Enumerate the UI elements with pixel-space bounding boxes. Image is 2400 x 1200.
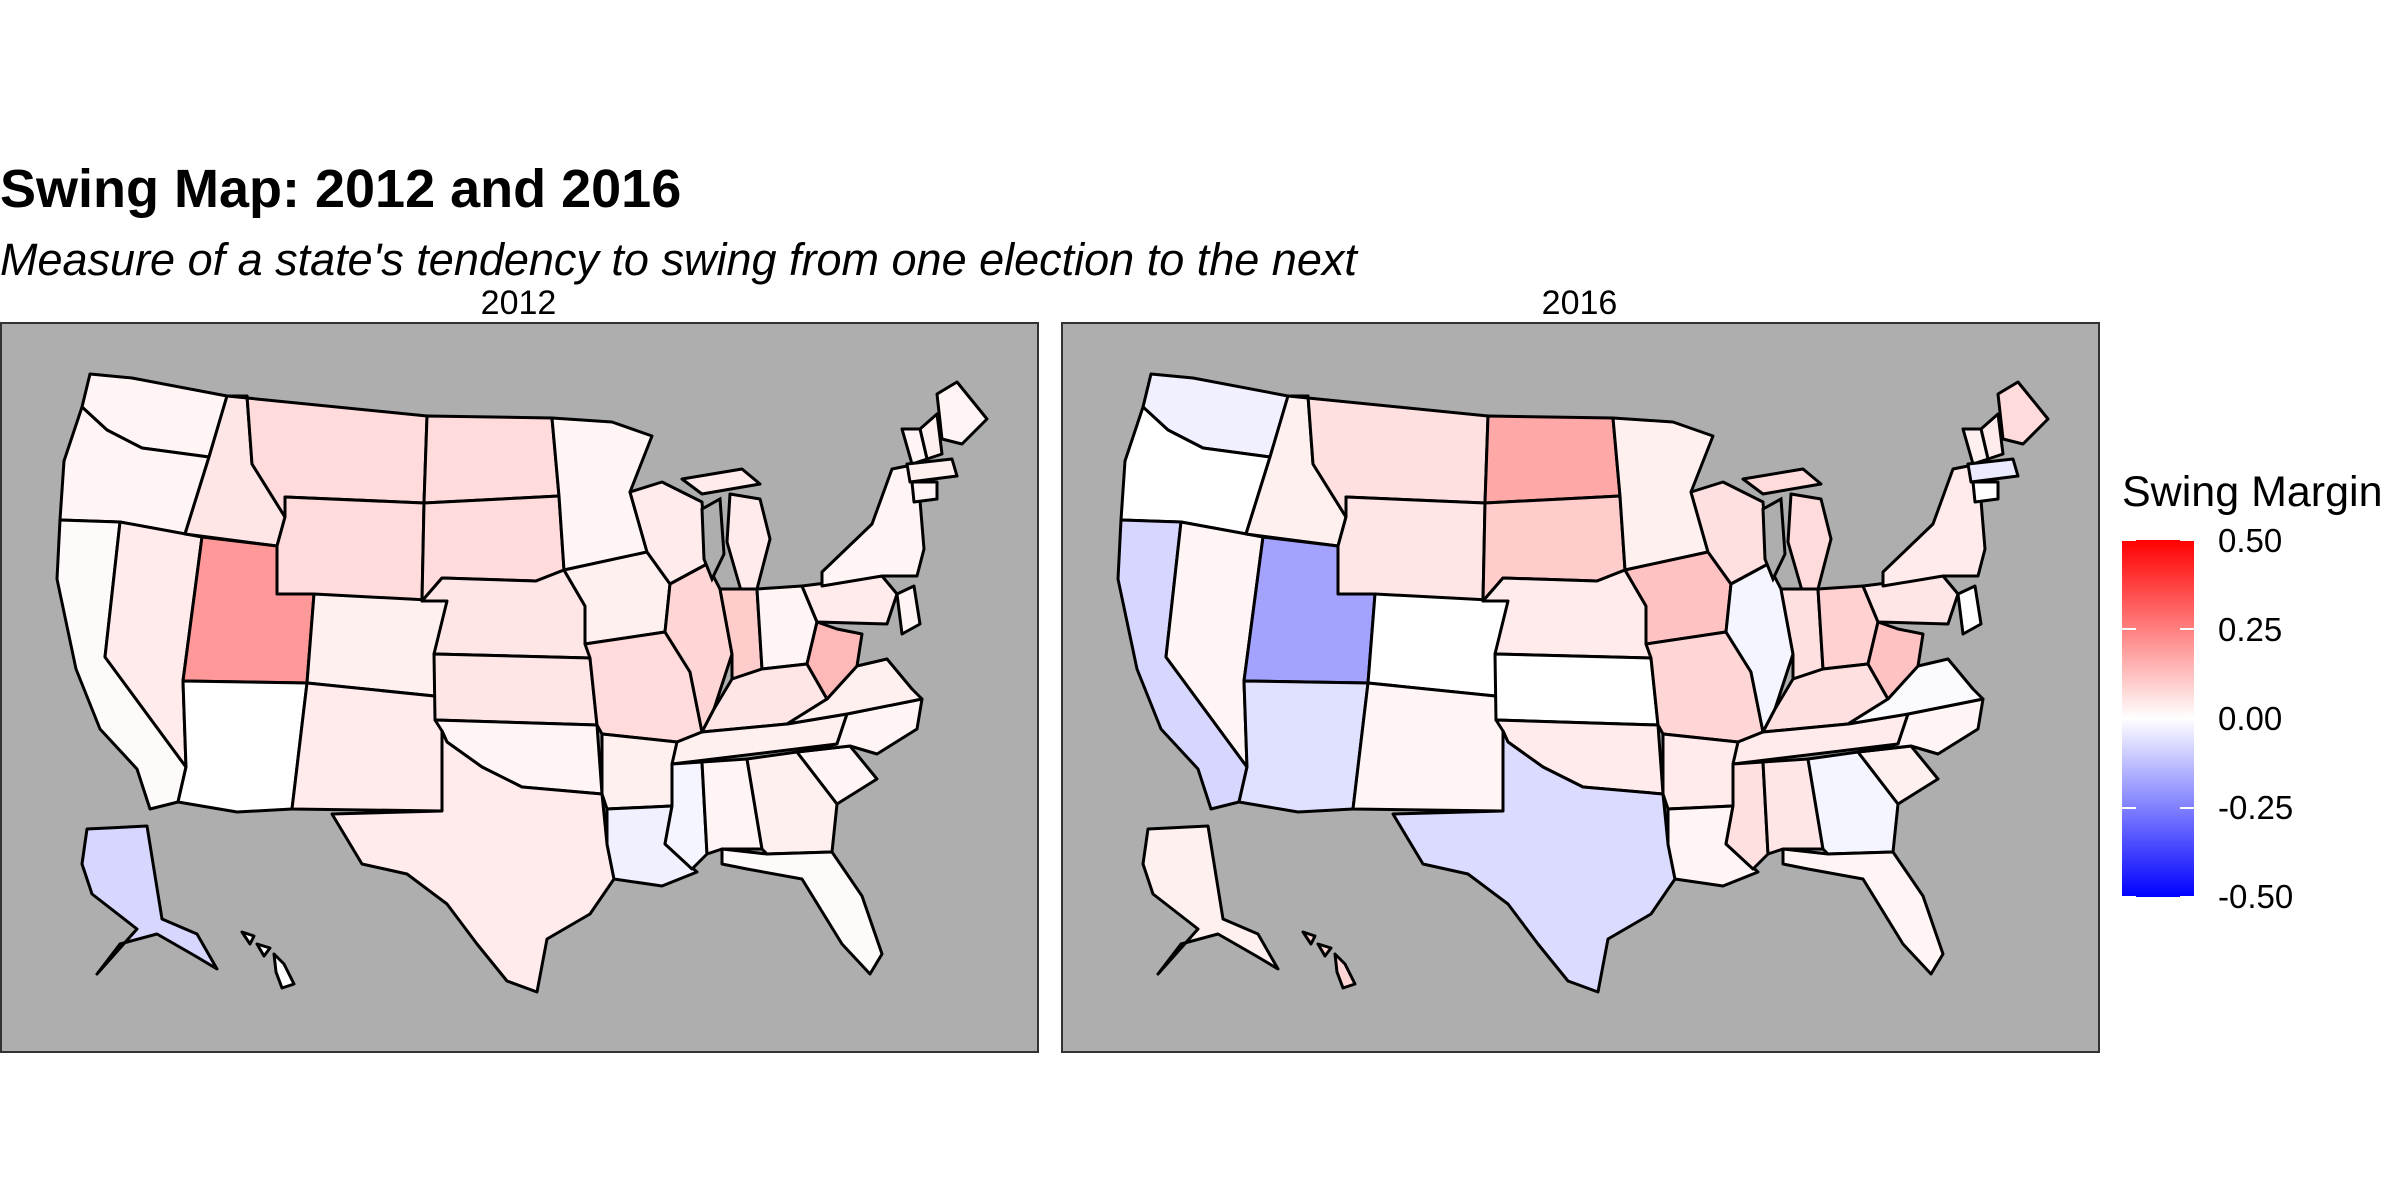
state-ar-2016 xyxy=(1661,732,1740,811)
state-hi-2012 xyxy=(240,930,296,990)
state-nd-2012 xyxy=(422,414,561,505)
legend-tick-mark xyxy=(2180,539,2194,541)
legend-tick-mark xyxy=(2180,806,2194,809)
legend-tick-mark xyxy=(2122,896,2136,898)
state-ak-2012 xyxy=(80,824,219,976)
state-pa-2012 xyxy=(800,574,899,626)
legend-tick-label: -0.50 xyxy=(2218,878,2294,915)
state-pa-2016 xyxy=(1861,574,1960,626)
map-svg-2012 xyxy=(55,372,989,994)
state-ma-2016 xyxy=(1966,457,2020,484)
state-co-2012 xyxy=(305,592,449,699)
state-co-2016 xyxy=(1366,592,1510,699)
map-panel-2012 xyxy=(0,322,1039,1053)
state-tx-2016 xyxy=(1391,729,1677,994)
state-fl-2016 xyxy=(1781,847,1945,976)
panel-label-2012: 2012 xyxy=(480,284,557,322)
legend-color-bar xyxy=(2122,539,2194,898)
state-nm-2016 xyxy=(1351,681,1507,813)
state-ny-2016 xyxy=(1881,462,1987,588)
state-ct-2012 xyxy=(910,480,939,504)
state-hi-2016 xyxy=(1301,930,1357,990)
state-nj-2016 xyxy=(1956,584,1983,636)
legend-tick-mark xyxy=(2122,539,2136,541)
legend-tick-label: 0.00 xyxy=(2218,700,2283,737)
state-tx-2012 xyxy=(330,729,616,994)
state-az-2016 xyxy=(1237,679,1370,814)
state-ny-2012 xyxy=(820,462,926,588)
state-al-2012 xyxy=(700,757,764,856)
legend-tick-mark xyxy=(2180,628,2194,631)
legend-title: Swing Margin xyxy=(2122,468,2383,516)
map-title: Swing Map: 2012 and 2016 xyxy=(0,159,682,219)
state-ne-2016 xyxy=(1481,568,1653,660)
state-me-2012 xyxy=(935,380,989,446)
state-az-2012 xyxy=(176,679,309,814)
state-ar-2012 xyxy=(600,732,679,811)
map-svg-2016 xyxy=(1116,372,2050,994)
legend-tick-label: -0.25 xyxy=(2218,789,2294,826)
state-ks-2016 xyxy=(1493,652,1660,727)
state-nj-2012 xyxy=(895,584,922,636)
state-ct-2016 xyxy=(1971,480,2000,504)
map-panel-2016 xyxy=(1061,322,2100,1053)
state-ak-2016 xyxy=(1141,824,1280,976)
legend-tick-mark xyxy=(2122,806,2136,809)
legend-tick-mark xyxy=(2122,717,2136,720)
legend-tick-label: 0.25 xyxy=(2218,611,2283,648)
legend-tick-mark xyxy=(2180,896,2194,898)
legend-tick-label: 0.50 xyxy=(2218,522,2283,559)
lake-michigan xyxy=(700,496,726,583)
state-vt-2016 xyxy=(1961,427,1990,466)
state-me-2016 xyxy=(1996,380,2050,446)
lake-michigan xyxy=(1761,496,1787,583)
state-fl-2012 xyxy=(720,847,884,976)
map-subtitle: Measure of a state's tendency to swing f… xyxy=(0,234,1357,285)
legend-tick-mark xyxy=(2122,628,2136,631)
state-ks-2012 xyxy=(432,652,599,727)
legend-tick-mark xyxy=(2180,717,2194,720)
state-vt-2012 xyxy=(900,427,929,466)
state-wy-2012 xyxy=(275,495,426,603)
panel-label-2016: 2016 xyxy=(1541,284,1618,322)
state-nm-2012 xyxy=(290,681,446,813)
state-ma-2012 xyxy=(905,457,959,484)
state-nd-2016 xyxy=(1483,414,1622,505)
state-wy-2016 xyxy=(1336,495,1487,603)
state-ne-2012 xyxy=(420,568,592,660)
state-al-2016 xyxy=(1761,757,1825,856)
